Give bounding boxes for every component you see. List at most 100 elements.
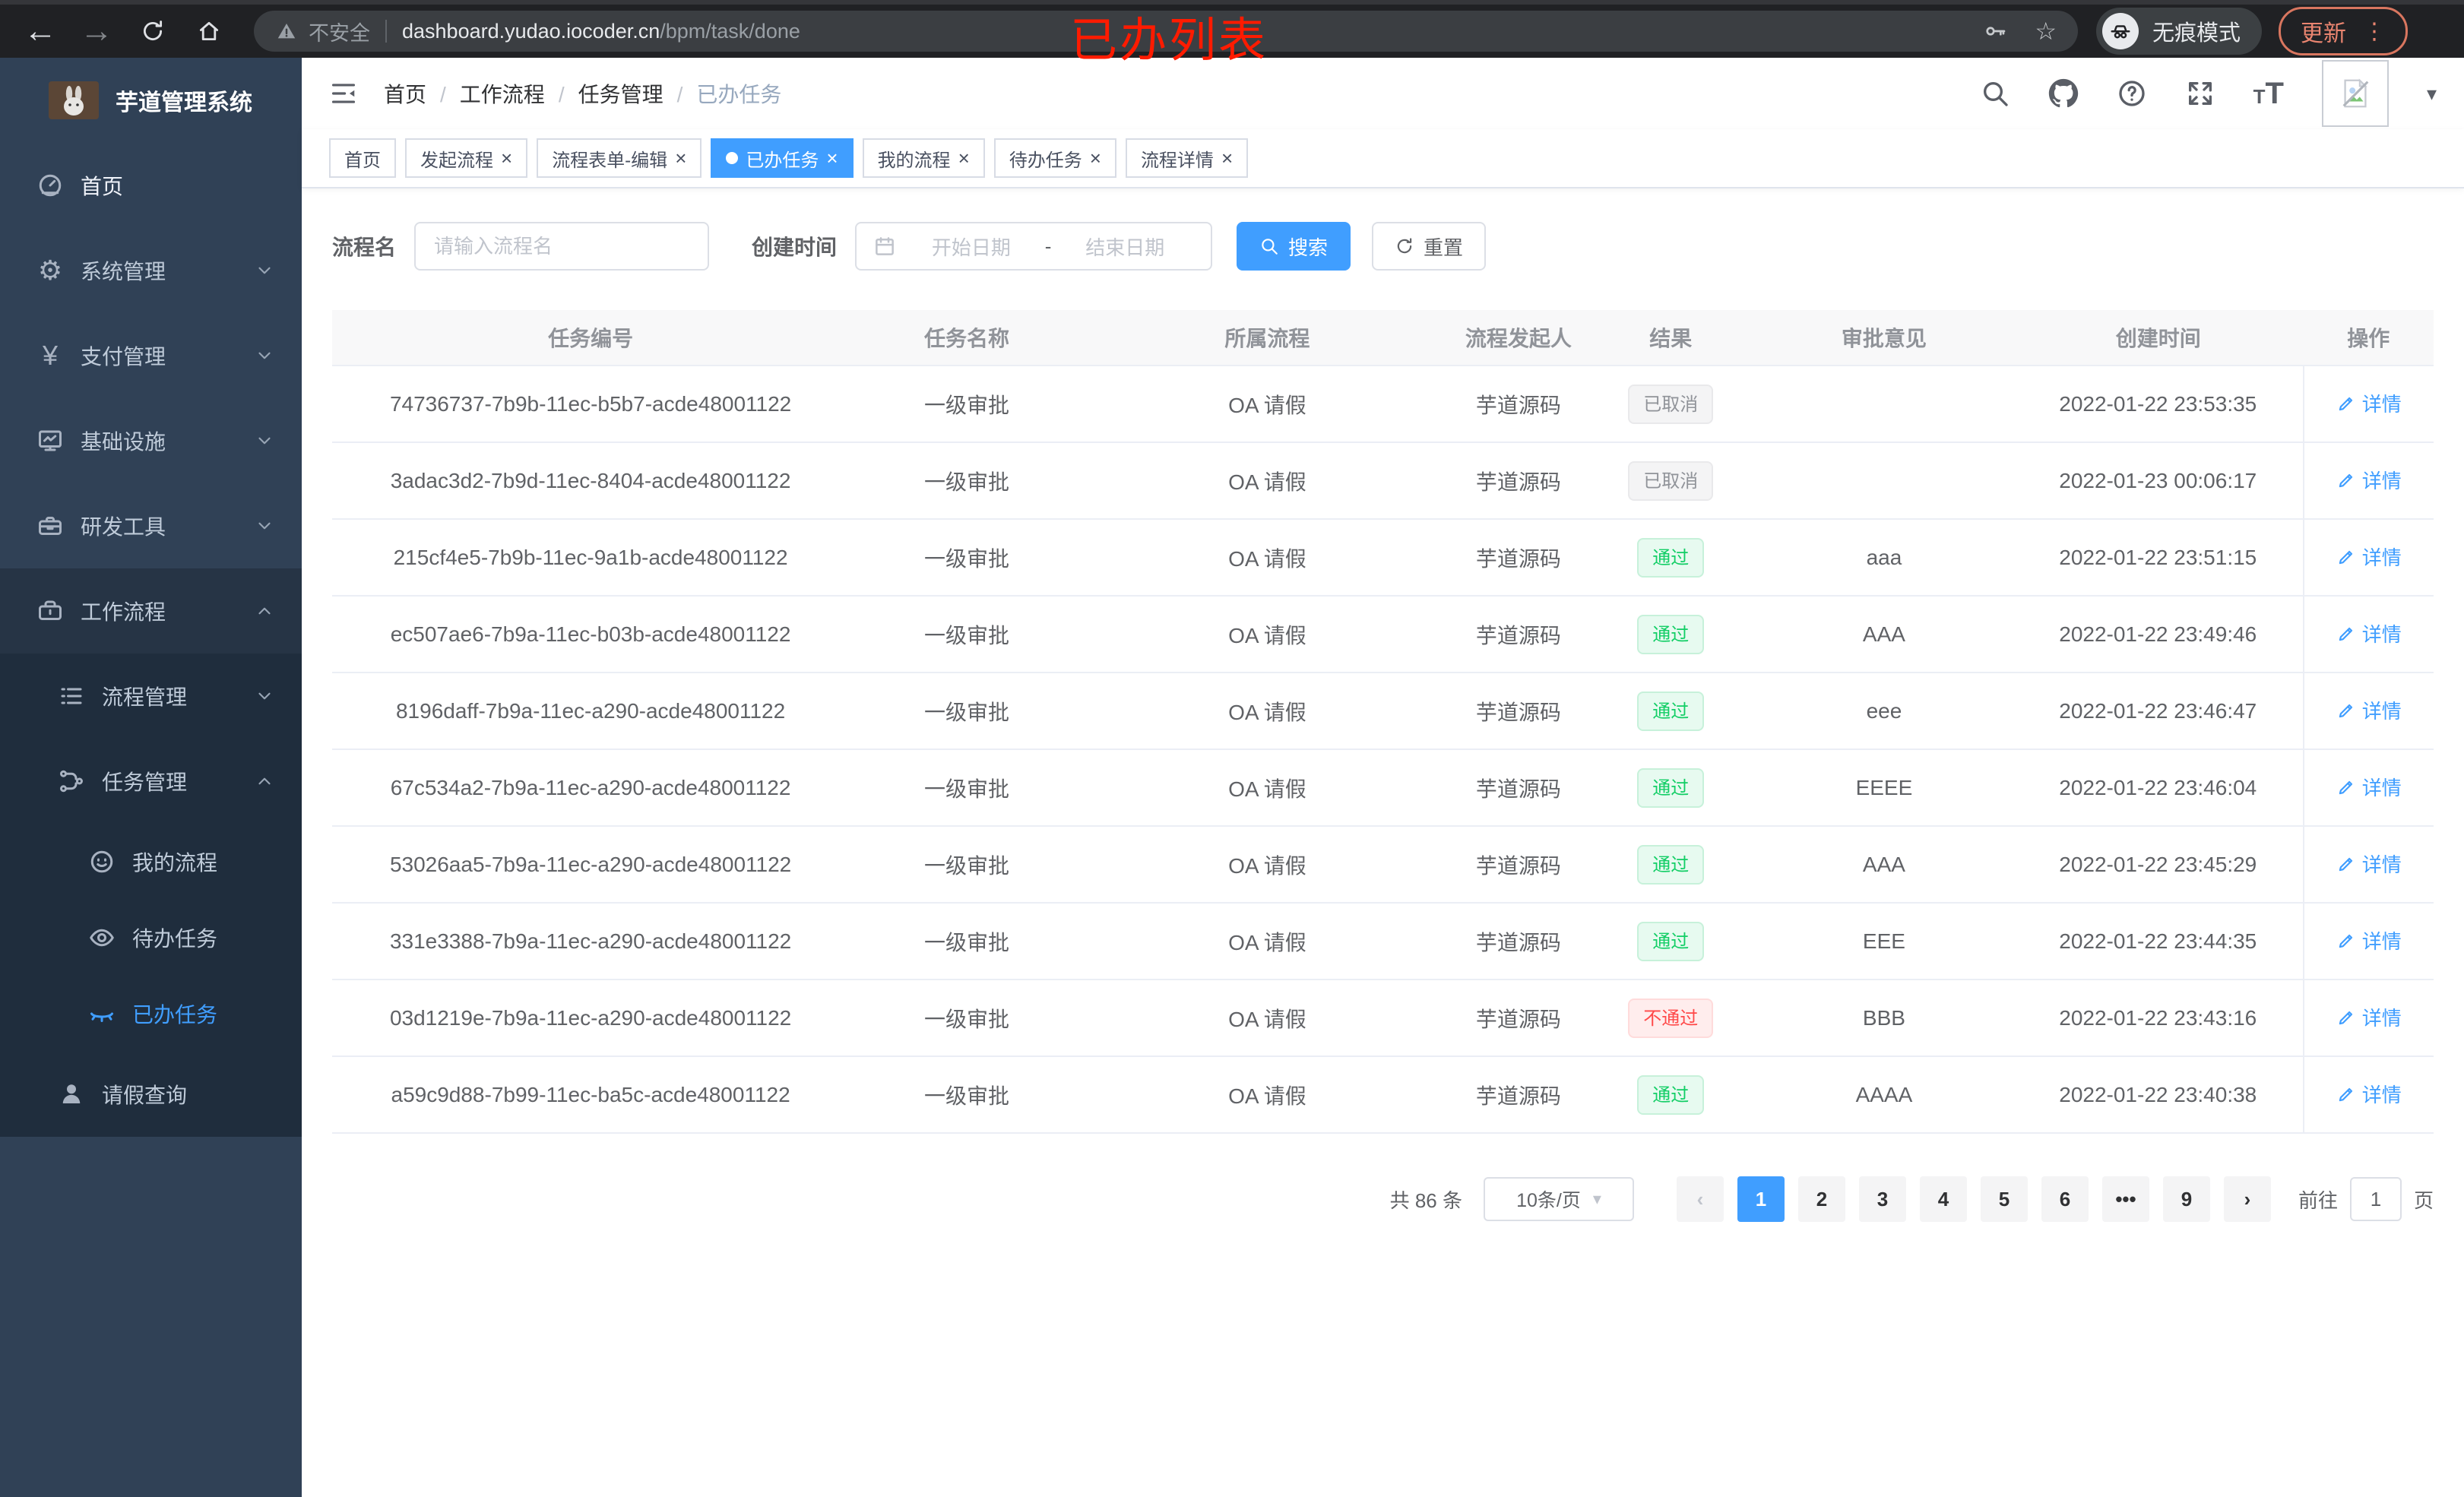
view-tab[interactable]: 发起流程 × bbox=[405, 138, 528, 178]
date-start-placeholder: 开始日期 bbox=[931, 236, 1011, 259]
sidebar-item[interactable]: 我的流程 bbox=[0, 824, 302, 900]
detail-link[interactable]: 详情 bbox=[2336, 696, 2402, 724]
page-size-select[interactable]: 10条/页 ▾ bbox=[1483, 1177, 1634, 1221]
page-button[interactable]: 3 bbox=[1858, 1176, 1906, 1222]
browser-back-button[interactable]: ← bbox=[24, 12, 57, 49]
close-icon[interactable]: × bbox=[1221, 147, 1234, 169]
key-icon[interactable] bbox=[1983, 19, 2007, 43]
table-header-cell: 结果 bbox=[1586, 310, 1755, 366]
cell-actions: 详情 bbox=[2302, 519, 2434, 597]
sidebar-item[interactable]: 研发工具 bbox=[0, 483, 302, 568]
font-size-icon[interactable]: TT bbox=[2253, 76, 2284, 110]
detail-link[interactable]: 详情 bbox=[2336, 773, 2402, 801]
breadcrumb-item[interactable]: 已办任务 bbox=[664, 78, 781, 109]
edit-pencil-icon bbox=[2336, 931, 2356, 951]
page-button[interactable]: 1 bbox=[1737, 1176, 1785, 1222]
browser-update-button[interactable]: 更新 ⋮ bbox=[2279, 7, 2409, 55]
browser-reload-button[interactable] bbox=[132, 18, 173, 44]
sidebar-item[interactable]: 基础设施 bbox=[0, 398, 302, 483]
view-tab[interactable]: 首页 × bbox=[329, 138, 396, 178]
sidebar-item[interactable]: ⚙ 系统管理 bbox=[0, 228, 302, 313]
cell-task-id: ec507ae6-7b9a-11ec-b03b-acde48001122 bbox=[332, 596, 850, 673]
date-range-input[interactable]: 开始日期 - 结束日期 bbox=[855, 222, 1213, 271]
process-name-input[interactable] bbox=[419, 234, 705, 258]
goto-page-input[interactable] bbox=[2349, 1177, 2402, 1221]
browser-forward-button[interactable]: → bbox=[80, 12, 113, 49]
sidebar-item[interactable]: 请假查询 bbox=[0, 1052, 302, 1137]
page-button[interactable]: 9 bbox=[2162, 1176, 2210, 1222]
reset-button-label: 重置 bbox=[1424, 236, 1464, 259]
detail-link[interactable]: 详情 bbox=[2336, 389, 2402, 417]
detail-link[interactable]: 详情 bbox=[2336, 926, 2402, 954]
view-tab[interactable]: 我的流程 × bbox=[862, 138, 985, 178]
cell-comment: AAAA bbox=[1754, 1056, 2013, 1134]
sidebar-item[interactable]: 工作流程 bbox=[0, 568, 302, 654]
cell-result: 不通过 bbox=[1586, 980, 1755, 1057]
detail-link[interactable]: 详情 bbox=[2336, 543, 2402, 571]
view-tab[interactable]: 流程表单-编辑 × bbox=[537, 138, 702, 178]
close-icon[interactable]: × bbox=[675, 147, 687, 169]
view-tab-label: 流程表单-编辑 bbox=[552, 150, 668, 171]
detail-link[interactable]: 详情 bbox=[2336, 1003, 2402, 1031]
close-icon[interactable]: × bbox=[826, 147, 838, 169]
sidebar-item[interactable]: ¥ 支付管理 bbox=[0, 313, 302, 398]
view-tab[interactable]: 待办任务 × bbox=[993, 138, 1116, 178]
cell-result: 已取消 bbox=[1586, 366, 1755, 443]
cell-comment: EEE bbox=[1754, 903, 2013, 980]
sidebar-item[interactable]: 首页 bbox=[0, 143, 302, 228]
sidebar-logo[interactable]: 芋道管理系统 bbox=[0, 58, 302, 143]
view-tab[interactable]: 流程详情 × bbox=[1125, 138, 1249, 178]
prev-page-button[interactable]: ‹ bbox=[1676, 1176, 1724, 1222]
search-icon[interactable] bbox=[1980, 78, 2010, 109]
detail-link[interactable]: 详情 bbox=[2336, 850, 2402, 878]
fullscreen-icon[interactable] bbox=[2185, 78, 2215, 109]
cell-task-id: 3adac3d2-7b9d-11ec-8404-acde48001122 bbox=[332, 442, 850, 520]
chevron-icon bbox=[255, 346, 274, 366]
table-header-row: 任务编号 任务名称 所属流程 流程发起人 结果 审批意见 创建时间 操作 bbox=[332, 310, 2434, 366]
cell-create-time: 2022-01-22 23:46:47 bbox=[2013, 673, 2304, 750]
view-tab[interactable]: 已办任务 × bbox=[711, 138, 854, 178]
cell-flow: OA 请假 bbox=[1084, 673, 1450, 750]
page-button[interactable]: 4 bbox=[1919, 1176, 1967, 1222]
page-button[interactable]: 5 bbox=[1980, 1176, 2028, 1222]
close-icon[interactable]: × bbox=[958, 147, 970, 169]
browser-home-button[interactable] bbox=[188, 18, 230, 44]
sidebar-item[interactable]: 待办任务 bbox=[0, 900, 302, 976]
detail-link[interactable]: 详情 bbox=[2336, 619, 2402, 647]
sidebar-item[interactable]: 任务管理 bbox=[0, 739, 302, 824]
sidebar-item[interactable]: 流程管理 bbox=[0, 654, 302, 739]
page-button[interactable]: ••• bbox=[2101, 1176, 2149, 1222]
detail-link-label: 详情 bbox=[2361, 930, 2402, 954]
filter-form: 流程名 创建时间 开始日期 - 结束日期 搜索 重置 bbox=[332, 222, 2434, 271]
detail-link-label: 详情 bbox=[2361, 700, 2402, 723]
detail-link[interactable]: 详情 bbox=[2336, 1080, 2402, 1108]
result-badge: 已取消 bbox=[1628, 384, 1714, 424]
help-icon[interactable] bbox=[2117, 78, 2147, 109]
cell-task-name: 一级审批 bbox=[849, 673, 1085, 750]
breadcrumb-item[interactable]: 工作流程 bbox=[426, 78, 545, 109]
security-label: 不安全 bbox=[309, 21, 370, 45]
result-badge: 已取消 bbox=[1628, 460, 1714, 501]
cell-actions: 详情 bbox=[2302, 366, 2434, 443]
github-icon[interactable] bbox=[2048, 78, 2079, 109]
page-button[interactable]: 6 bbox=[2041, 1176, 2089, 1222]
page-button[interactable]: 2 bbox=[1797, 1176, 1845, 1222]
breadcrumb-item[interactable]: 任务管理 bbox=[545, 78, 664, 109]
sidebar-item[interactable]: 已办任务 bbox=[0, 976, 302, 1052]
next-page-button[interactable]: › bbox=[2223, 1176, 2271, 1222]
reset-button[interactable]: 重置 bbox=[1372, 222, 1487, 271]
search-button[interactable]: 搜索 bbox=[1237, 222, 1351, 271]
table-header-cell: 任务名称 bbox=[849, 310, 1085, 366]
sidebar-collapse-icon[interactable] bbox=[329, 79, 358, 108]
bookmark-star-icon[interactable]: ☆ bbox=[2035, 17, 2057, 45]
page-content: 流程名 创建时间 开始日期 - 结束日期 搜索 重置 bbox=[302, 188, 2464, 1497]
url-bar[interactable]: 不安全 dashboard.yudao.iocoder.cn/bpm/task/… bbox=[254, 11, 2078, 52]
avatar-caret-icon[interactable]: ▾ bbox=[2426, 81, 2437, 105]
detail-link[interactable]: 详情 bbox=[2336, 466, 2402, 494]
cell-actions: 详情 bbox=[2302, 673, 2434, 750]
close-icon[interactable]: × bbox=[1089, 147, 1101, 169]
avatar[interactable] bbox=[2321, 60, 2389, 127]
breadcrumb-item[interactable]: 首页 bbox=[384, 78, 426, 109]
sidebar-item-icon bbox=[33, 512, 67, 540]
close-icon[interactable]: × bbox=[501, 147, 513, 169]
